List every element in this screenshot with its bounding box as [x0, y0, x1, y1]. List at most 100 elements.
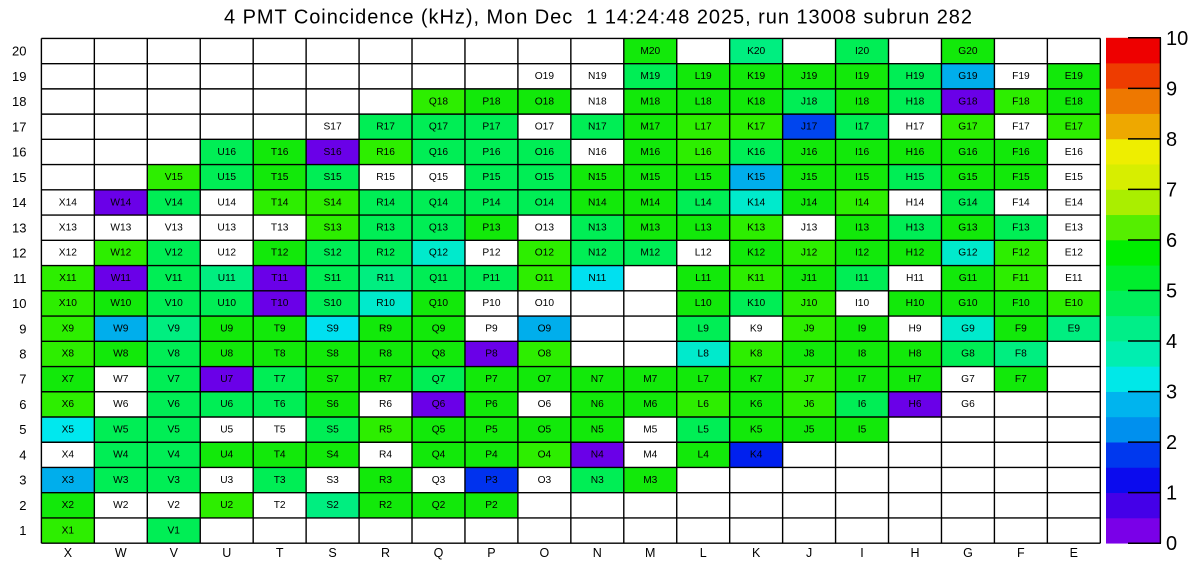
svg-text:I10: I10	[855, 298, 869, 309]
svg-text:V15: V15	[165, 172, 183, 183]
svg-text:3: 3	[1166, 382, 1177, 404]
svg-text:4: 4	[1166, 331, 1177, 353]
svg-text:N: N	[593, 546, 602, 560]
svg-text:N19: N19	[588, 71, 607, 82]
svg-text:J11: J11	[801, 273, 817, 284]
svg-text:W5: W5	[113, 424, 129, 435]
svg-text:N17: N17	[588, 122, 607, 133]
svg-text:U14: U14	[217, 197, 236, 208]
svg-text:G7: G7	[961, 374, 975, 385]
svg-text:0: 0	[1166, 533, 1177, 555]
svg-text:H12: H12	[906, 248, 925, 259]
svg-text:T15: T15	[271, 172, 289, 183]
svg-text:E12: E12	[1065, 248, 1083, 259]
svg-text:G10: G10	[958, 298, 978, 309]
svg-text:V: V	[170, 546, 179, 560]
svg-text:R3: R3	[379, 475, 392, 486]
svg-text:E13: E13	[1065, 223, 1083, 234]
svg-text:L18: L18	[695, 96, 712, 107]
svg-text:V10: V10	[165, 298, 183, 309]
svg-text:P7: P7	[485, 374, 498, 385]
svg-text:F11: F11	[1012, 273, 1029, 284]
svg-text:L8: L8	[698, 349, 710, 360]
svg-text:20: 20	[12, 44, 26, 59]
svg-text:W8: W8	[113, 349, 129, 360]
svg-text:X5: X5	[62, 424, 75, 435]
svg-text:Q13: Q13	[429, 223, 449, 234]
svg-text:J7: J7	[804, 374, 815, 385]
svg-text:K4: K4	[750, 450, 763, 461]
svg-text:M17: M17	[640, 122, 660, 133]
svg-text:W13: W13	[110, 223, 131, 234]
svg-text:J6: J6	[804, 399, 815, 410]
svg-text:S: S	[328, 546, 336, 560]
svg-text:U8: U8	[220, 349, 233, 360]
svg-text:4: 4	[19, 447, 26, 462]
svg-text:U9: U9	[220, 323, 233, 334]
svg-text:L19: L19	[695, 71, 712, 82]
svg-text:R8: R8	[379, 349, 392, 360]
svg-text:T3: T3	[274, 475, 286, 486]
svg-text:S11: S11	[324, 273, 342, 284]
svg-text:8: 8	[19, 347, 26, 362]
svg-text:Q9: Q9	[432, 323, 446, 334]
svg-text:N14: N14	[588, 197, 607, 208]
svg-text:5: 5	[19, 422, 26, 437]
svg-text:M13: M13	[640, 223, 660, 234]
svg-text:K9: K9	[750, 323, 763, 334]
svg-text:9: 9	[19, 321, 26, 336]
svg-text:R11: R11	[377, 273, 395, 284]
svg-text:F7: F7	[1015, 374, 1027, 385]
svg-text:H9: H9	[908, 323, 921, 334]
svg-text:F15: F15	[1012, 172, 1030, 183]
svg-text:J: J	[806, 546, 812, 560]
svg-text:T11: T11	[271, 273, 288, 284]
svg-text:8: 8	[1166, 129, 1177, 151]
svg-text:I13: I13	[855, 223, 869, 234]
svg-text:H15: H15	[906, 172, 925, 183]
svg-text:T9: T9	[274, 323, 286, 334]
svg-text:W: W	[115, 546, 127, 560]
svg-text:X14: X14	[59, 197, 77, 208]
svg-text:S16: S16	[324, 147, 342, 158]
svg-text:F12: F12	[1012, 248, 1030, 259]
svg-text:K8: K8	[750, 349, 763, 360]
svg-text:17: 17	[12, 119, 26, 134]
svg-text:M14: M14	[640, 197, 660, 208]
svg-text:U7: U7	[220, 374, 233, 385]
svg-text:L11: L11	[695, 273, 712, 284]
svg-text:1: 1	[1166, 483, 1177, 505]
svg-text:K11: K11	[747, 273, 765, 284]
svg-text:J19: J19	[801, 71, 818, 82]
svg-text:V14: V14	[165, 197, 183, 208]
svg-text:P: P	[487, 546, 495, 560]
svg-text:L7: L7	[698, 374, 710, 385]
svg-text:E14: E14	[1065, 197, 1083, 208]
svg-text:L10: L10	[695, 298, 712, 309]
svg-text:P15: P15	[482, 172, 500, 183]
svg-text:I14: I14	[855, 197, 869, 208]
svg-text:M6: M6	[643, 399, 657, 410]
svg-text:O16: O16	[535, 147, 555, 158]
svg-text:K15: K15	[747, 172, 765, 183]
svg-text:2: 2	[1166, 432, 1177, 454]
svg-text:T7: T7	[274, 374, 286, 385]
svg-text:Q10: Q10	[429, 298, 449, 309]
svg-text:P5: P5	[485, 424, 498, 435]
svg-text:L12: L12	[695, 248, 712, 259]
svg-text:W9: W9	[113, 323, 129, 334]
svg-text:14: 14	[12, 195, 26, 210]
svg-text:S10: S10	[324, 298, 342, 309]
svg-text:H6: H6	[908, 399, 921, 410]
svg-text:H10: H10	[906, 298, 925, 309]
svg-text:V6: V6	[168, 399, 181, 410]
svg-text:T: T	[276, 546, 284, 560]
svg-text:M7: M7	[643, 374, 657, 385]
svg-text:O18: O18	[535, 96, 555, 107]
svg-text:P10: P10	[482, 298, 500, 309]
svg-text:V1: V1	[168, 525, 181, 536]
svg-text:S5: S5	[326, 424, 339, 435]
svg-text:I11: I11	[855, 273, 869, 284]
svg-text:X7: X7	[62, 374, 75, 385]
svg-text:X6: X6	[62, 399, 75, 410]
